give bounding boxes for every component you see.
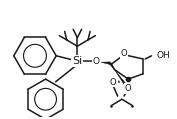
Text: O: O	[109, 78, 116, 87]
Text: O: O	[125, 84, 132, 93]
Text: Si: Si	[72, 56, 82, 66]
Text: OH: OH	[157, 51, 171, 60]
Text: O: O	[93, 57, 100, 66]
Polygon shape	[101, 62, 110, 64]
Text: O: O	[121, 49, 127, 58]
Polygon shape	[109, 63, 115, 70]
Polygon shape	[115, 70, 129, 89]
